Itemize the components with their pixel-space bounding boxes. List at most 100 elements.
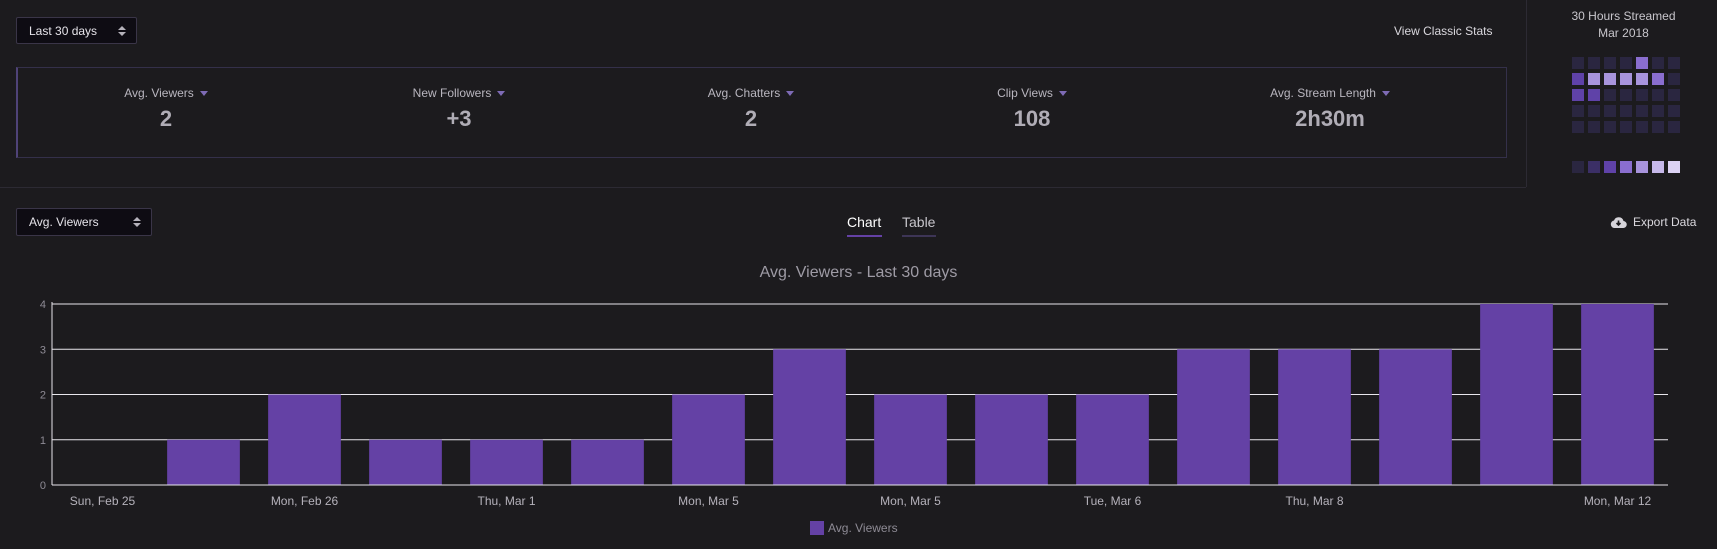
bar — [773, 349, 846, 485]
legend-swatch — [810, 521, 824, 535]
y-tick-label: 4 — [40, 299, 46, 311]
stat-value: 2 — [159, 106, 173, 131]
view-classic-stats-link[interactable]: View Classic Stats — [1394, 24, 1493, 38]
calendar-day — [1620, 105, 1632, 117]
calendar-legend-swatch — [1652, 161, 1664, 173]
stat-avg-viewers: Avg. Viewers 2 — [46, 86, 286, 132]
calendar-day — [1604, 57, 1616, 69]
stat-avg-viewers-dropdown[interactable]: Avg. Viewers — [124, 86, 208, 100]
bar — [1480, 304, 1553, 485]
calendar-day — [1572, 121, 1584, 133]
bar — [672, 394, 745, 485]
stat-clip-views: Clip Views 108 — [912, 86, 1152, 132]
calendar-legend-swatch — [1636, 161, 1648, 173]
tab-table[interactable]: Table — [902, 214, 936, 230]
stat-value: +3 — [446, 106, 472, 131]
stat-avg-chatters: Avg. Chatters 2 — [631, 86, 871, 132]
calendar-day — [1620, 57, 1632, 69]
calendar-day — [1636, 73, 1648, 85]
stat-avg-stream-length-dropdown[interactable]: Avg. Stream Length — [1270, 86, 1390, 100]
tab-chart-underline — [847, 235, 882, 237]
x-tick-label: Mon, Mar 5 — [678, 494, 739, 508]
bar — [369, 439, 442, 485]
calendar-day — [1588, 73, 1600, 85]
stat-value: 108 — [1013, 106, 1051, 131]
date-range-select[interactable]: Last 30 days — [16, 17, 137, 44]
stat-label: Clip Views — [997, 86, 1053, 100]
calendar-legend-swatch — [1668, 161, 1680, 173]
stat-avg-chatters-dropdown[interactable]: Avg. Chatters — [708, 86, 795, 100]
calendar-day — [1636, 57, 1648, 69]
calendar-legend-swatch — [1620, 161, 1632, 173]
bar — [1177, 349, 1250, 485]
bar — [1581, 304, 1654, 485]
bar — [470, 439, 543, 485]
calendar-day — [1620, 89, 1632, 101]
chart-title: Avg. Viewers - Last 30 days — [759, 264, 958, 281]
stat-new-followers-dropdown[interactable]: New Followers — [413, 86, 506, 100]
calendar-day — [1668, 73, 1680, 85]
calendar-day — [1588, 105, 1600, 117]
calendar-day — [1604, 73, 1616, 85]
export-data-button[interactable]: Export Data — [1610, 215, 1696, 229]
x-tick-label: Mon, Mar 5 — [880, 494, 941, 508]
stat-value: 2 — [744, 106, 758, 131]
x-tick-label: Tue, Mar 6 — [1084, 494, 1142, 508]
calendar-day — [1668, 57, 1680, 69]
calendar-day — [1668, 105, 1680, 117]
date-range-value: Last 30 days — [29, 23, 98, 38]
calendar-day — [1588, 89, 1600, 101]
stats-summary-box: Avg. Viewers 2 New Followers +3 Avg. Cha… — [16, 67, 1507, 158]
calendar-month: Mar 2018 — [1598, 26, 1649, 40]
bar — [1278, 349, 1351, 485]
stat-label: Avg. Viewers — [124, 86, 194, 100]
bar — [1076, 394, 1149, 485]
tab-chart[interactable]: Chart — [847, 214, 882, 230]
bar — [1379, 349, 1452, 485]
calendar-day — [1572, 73, 1584, 85]
stat-label: Avg. Stream Length — [1270, 86, 1376, 100]
bar — [975, 394, 1048, 485]
sidebar-divider — [1526, 0, 1527, 187]
y-tick-label: 1 — [40, 435, 46, 447]
calendar-day — [1668, 121, 1680, 133]
calendar-day — [1636, 121, 1648, 133]
x-tick-label: Mon, Mar 12 — [1584, 494, 1652, 508]
stat-clip-views-dropdown[interactable]: Clip Views — [997, 86, 1067, 100]
calendar-day — [1572, 105, 1584, 117]
stat-avg-stream-length: Avg. Stream Length 2h30m — [1210, 86, 1450, 132]
bar — [874, 394, 947, 485]
y-tick-label: 3 — [40, 344, 46, 356]
stat-new-followers: New Followers +3 — [339, 86, 579, 132]
tab-table-underline — [902, 235, 936, 237]
caret-down-icon — [1058, 90, 1067, 96]
calendar-day — [1572, 57, 1584, 69]
metric-select[interactable]: Avg. Viewers — [16, 208, 152, 236]
calendar-legend-swatch — [1572, 161, 1584, 173]
sort-arrows-icon — [118, 25, 126, 36]
chart-legend: Avg. Viewers — [810, 521, 898, 535]
calendar-day — [1636, 105, 1648, 117]
x-tick-label: Thu, Mar 1 — [477, 494, 535, 508]
caret-down-icon — [497, 90, 506, 96]
calendar-day — [1652, 121, 1664, 133]
cloud-download-icon — [1610, 216, 1627, 228]
caret-down-icon — [1381, 90, 1390, 96]
stat-label: New Followers — [412, 86, 492, 100]
calendar-day — [1572, 89, 1584, 101]
calendar-legend-swatch — [1604, 161, 1616, 173]
calendar-day — [1652, 105, 1664, 117]
hours-streamed-header: 30 Hours Streamed Mar 2018 — [1530, 8, 1717, 42]
caret-down-icon — [199, 90, 208, 96]
sort-arrows-icon — [133, 217, 141, 227]
y-tick-label: 0 — [40, 480, 46, 492]
bar — [571, 439, 644, 485]
bar — [167, 439, 240, 485]
metric-select-value: Avg. Viewers — [29, 215, 99, 229]
calendar-day — [1620, 121, 1632, 133]
calendar-day — [1588, 121, 1600, 133]
calendar-day — [1588, 57, 1600, 69]
y-tick-label: 2 — [40, 390, 46, 402]
bar — [268, 394, 341, 485]
hours-streamed-title: 30 Hours Streamed — [1571, 9, 1676, 23]
